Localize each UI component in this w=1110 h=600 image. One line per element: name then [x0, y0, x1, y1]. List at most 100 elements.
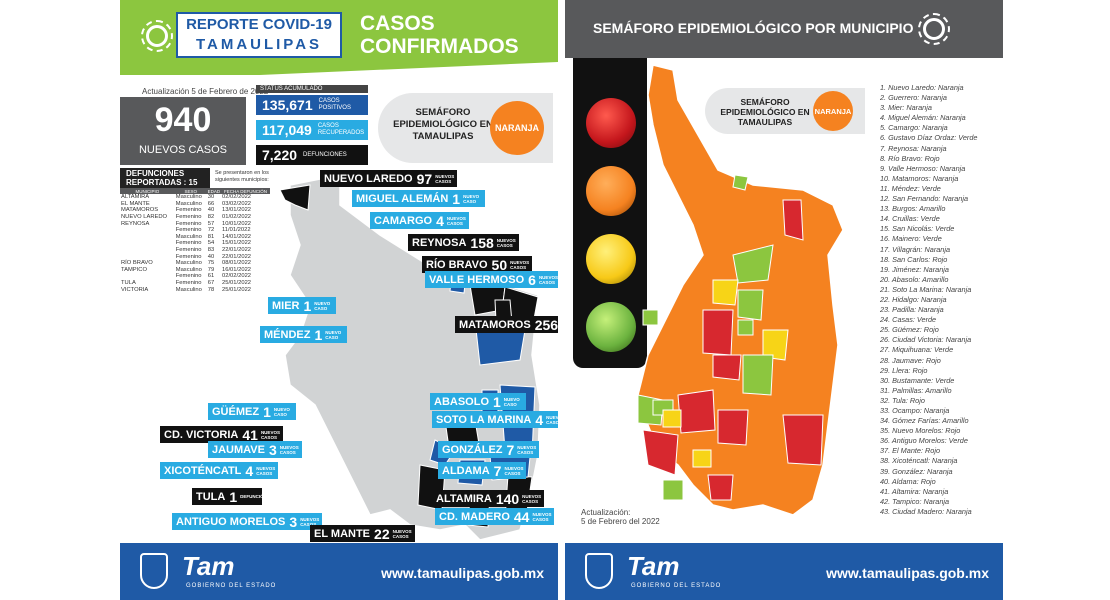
municipality-name: TULA — [196, 490, 226, 503]
municipality-name: MIER — [272, 299, 300, 312]
covid-report-panel: REPORTE COVID-19 TAMAULIPAS CASOS CONFIR… — [120, 0, 558, 600]
el-mante-municipio — [707, 474, 734, 501]
municipio-list-item: 11. Méndez: Verde — [880, 183, 941, 193]
table-cell: Masculino — [175, 194, 202, 201]
municipality-label: MÉNDEZ 1 NUEVO CASO — [260, 326, 348, 343]
municipality-label: GÜÉMEZ 1 NUEVO CASO — [208, 403, 296, 420]
table-cell — [120, 247, 175, 254]
municipio-list-item: 8. Río Bravo: Rojo — [880, 153, 940, 163]
municipio-list-item: 22. Hidalgo: Naranja — [880, 294, 947, 304]
municipio-list-item: 31. Palmillas: Amarillo — [880, 385, 952, 395]
website-link[interactable]: www.tamaulipas.gob.mx — [826, 565, 989, 581]
municipality-name: VALLE HERMOSO — [429, 273, 525, 286]
case-count: 1 — [263, 403, 271, 420]
table-cell: 01/02/2022 — [222, 214, 252, 221]
headline: CASOS CONFIRMADOS — [360, 12, 519, 58]
status-header: STATUS ACUMULADO — [256, 85, 368, 93]
deaths-table-header: MUNICIPIO SEXO EDAD FECHA DEFUNCIÓN — [120, 188, 270, 194]
table-cell — [120, 273, 175, 280]
table-cell: TAMPICO — [121, 266, 147, 273]
municipality-name: XICOTÉNCATL — [164, 464, 242, 477]
municipality-name: MIGUEL ALEMÁN — [356, 192, 449, 205]
municipio-list-item: 28. Jaumave: Rojo — [880, 355, 941, 365]
deaths-value: 7,220 — [262, 147, 298, 163]
report-title-box: REPORTE COVID-19 TAMAULIPAS — [176, 12, 342, 58]
municipio-list-item: 37. El Mante: Rojo — [880, 446, 941, 456]
case-count: 7 — [506, 441, 515, 458]
nuevo-laredo-region — [279, 184, 311, 211]
table-row: Femenino 54 15/01/2022 — [120, 240, 270, 247]
case-unit: NUEVOS CASOS — [532, 511, 552, 522]
case-unit: NUEVOS CASOS — [279, 444, 299, 455]
casas-municipio — [742, 354, 774, 396]
palmillas-municipio — [662, 409, 682, 428]
jaumave-municipio — [677, 389, 716, 434]
table-cell: 82 — [207, 214, 215, 221]
footer: Tam GOBIERNO DEL ESTADO www.tamaulipas.g… — [565, 543, 1003, 600]
municipality-label: ABASOLO 1 NUEVO CASO — [430, 393, 526, 410]
case-count: 256 — [534, 316, 558, 333]
new-cases-label: NUEVOS CASOS — [138, 144, 228, 156]
website-link[interactable]: www.tamaulipas.gob.mx — [381, 565, 544, 581]
table-cell — [120, 234, 175, 241]
table-cell: REYNOSA — [121, 220, 150, 227]
municipio-list-item: 13. Burgos: Amarillo — [880, 204, 946, 214]
case-count: 22 — [374, 525, 390, 542]
municipality-name: GONZÁLEZ — [442, 443, 503, 456]
municipality-label: VALLE HERMOSO 6 NUEVOS CASOS — [425, 271, 558, 288]
table-cell: 78 — [207, 286, 215, 293]
municipio-list-item: 25. Güémez: Rojo — [880, 325, 939, 335]
table-cell: NUEVO LAREDO — [121, 214, 168, 221]
municipio-list-item: 34. Gómez Farías: Amarillo — [880, 416, 969, 426]
table-cell: 11/01/2022 — [222, 227, 251, 234]
municipio-list-item: 12. San Fernando: Naranja — [880, 194, 969, 204]
municipio-list-item: 26. Ciudad Victoria: Naranja — [880, 335, 972, 345]
green-lamp — [586, 302, 636, 352]
table-cell — [120, 253, 175, 260]
update-value: 5 de Febrero del 2022 — [581, 517, 660, 526]
municipality-name: RÍO BRAVO — [426, 258, 488, 271]
case-count: 44 — [513, 508, 530, 525]
footer: Tam GOBIERNO DEL ESTADO www.tamaulipas.g… — [120, 543, 558, 600]
table-cell: 79 — [207, 266, 215, 273]
municipality-label: NUEVO LAREDO 97 NUEVOS CASOS — [320, 170, 458, 187]
gustavo-diaz-ordaz-municipio — [732, 174, 749, 191]
municipio-list-item: 40. Aldama: Rojo — [880, 476, 936, 486]
case-unit: NUEVOS CASOS — [392, 528, 412, 539]
table-cell: Femenino — [175, 240, 202, 247]
update-date: Actualización 5 de Febrero de 2022 — [142, 87, 269, 96]
table-cell: 16/01/2022 — [222, 266, 252, 273]
case-count: 4 — [535, 411, 544, 428]
municipality-name: REYNOSA — [412, 236, 467, 249]
table-cell: VICTORIA — [121, 286, 149, 293]
table-cell: Femenino — [175, 247, 202, 254]
case-count: 6 — [528, 271, 536, 288]
municipality-name: CAMARGO — [374, 214, 433, 227]
new-cases-box: 940 NUEVOS CASOS — [120, 97, 246, 165]
semaforo-label: SEMÁFORO EPIDEMIOLÓGICO EN TAMAULIPAS — [720, 97, 810, 127]
municipality-label: JAUMAVE 3 NUEVOS CASOS — [208, 441, 302, 458]
table-cell: Masculino — [175, 260, 202, 267]
case-count: 1 — [303, 297, 312, 314]
positives-value: 135,671 — [262, 97, 313, 113]
table-cell: 10/01/2022 — [222, 220, 252, 227]
municipality-name: CD. VICTORIA — [164, 428, 239, 441]
case-unit: NUEVO CASO — [503, 396, 520, 407]
virus-icon — [141, 20, 173, 52]
san-carlos-municipio — [702, 309, 734, 356]
recovered-label: CASOS RECUPERADOS — [317, 123, 365, 136]
case-unit: NUEVOS CASOS — [435, 173, 455, 184]
case-unit: NUEVO CASO — [273, 406, 290, 417]
municipality-name: EL MANTE — [314, 527, 371, 540]
deaths-table-body: ALTAMIRA Masculino 30 02/02/2022 EL MANTE Mas… — [120, 194, 270, 293]
report-header: REPORTE COVID-19 TAMAULIPAS CASOS CONFIR… — [120, 0, 558, 110]
semaforo-header: SEMÁFORO EPIDEMIOLÓGICO POR MUNICIPIO — [565, 0, 1003, 58]
municipality-label: ALTAMIRA 140 NUEVOS CASOS — [432, 490, 545, 507]
table-cell: 54 — [207, 240, 215, 247]
municipality-label: MIGUEL ALEMÁN 1 NUEVO CASO — [352, 190, 486, 207]
case-unit: NUEVOS CASOS — [496, 237, 516, 248]
case-unit: NUEVOS CASOS — [522, 493, 542, 504]
case-count: 1 — [314, 326, 323, 343]
case-count: 158 — [470, 234, 494, 251]
update-date: Actualización: 5 de Febrero del 2022 — [581, 508, 660, 526]
